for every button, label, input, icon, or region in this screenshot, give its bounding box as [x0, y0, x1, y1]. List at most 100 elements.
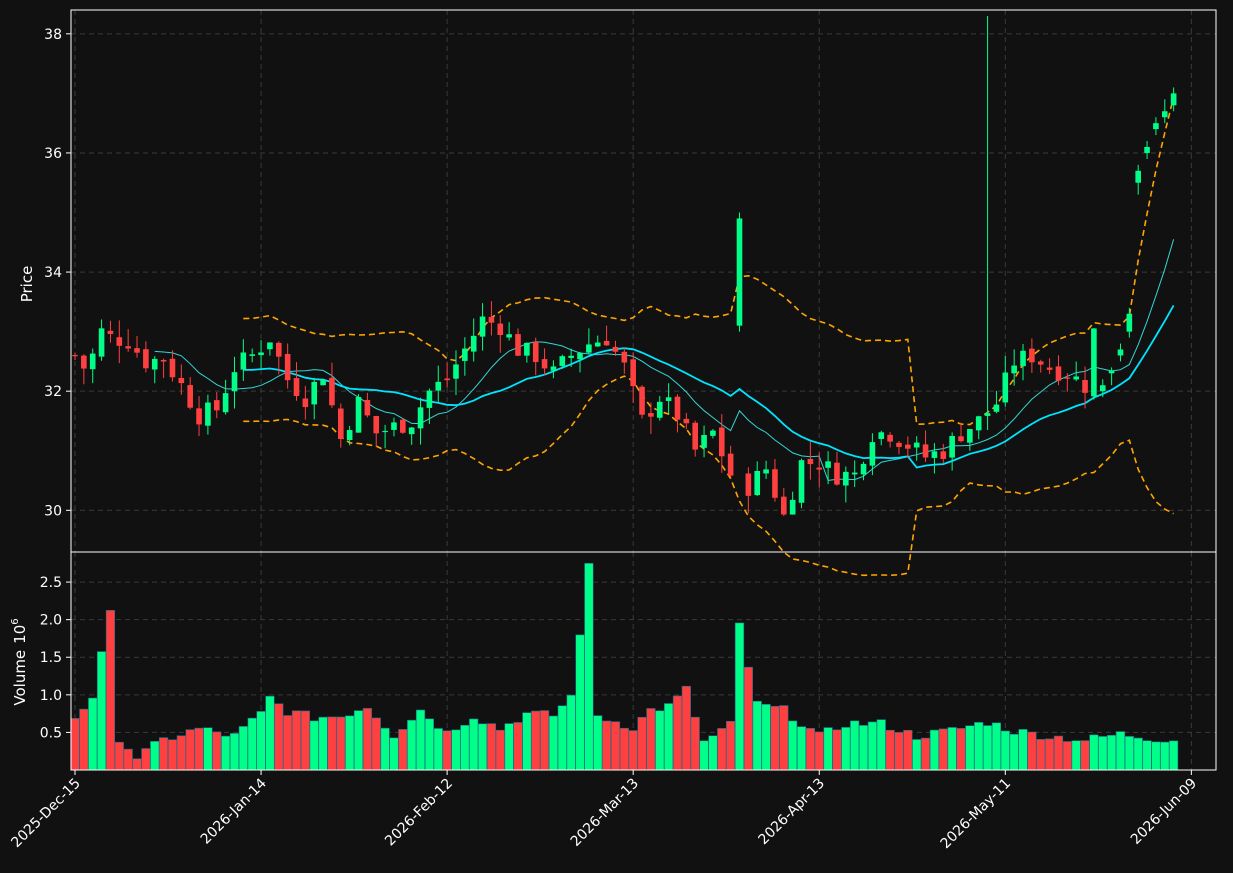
candle-body: [656, 401, 663, 418]
volume-bar: [504, 723, 514, 771]
volume-bar: [247, 717, 257, 771]
candle-body: [116, 337, 123, 346]
candle-body: [1046, 367, 1053, 370]
volume-bar: [690, 716, 700, 771]
candle-body: [417, 407, 424, 429]
volume-bar: [965, 725, 975, 771]
volume-bar: [203, 727, 213, 771]
volume-bar: [974, 722, 984, 771]
volume-bar: [823, 727, 833, 771]
candle-body: [1002, 372, 1009, 403]
volume-bar: [903, 729, 913, 771]
candle-body: [674, 396, 681, 420]
candle-body: [975, 416, 982, 431]
volume-bar: [1000, 730, 1010, 771]
candle-body: [789, 499, 796, 515]
candle-body: [382, 430, 388, 433]
volume-bar: [460, 724, 470, 771]
candle-body: [187, 385, 193, 408]
candle-body: [1126, 313, 1133, 332]
candle-body: [205, 402, 211, 426]
volume-bar: [424, 718, 435, 771]
volume-bar: [132, 758, 142, 771]
candle-body: [355, 397, 362, 433]
candle-body: [710, 430, 716, 436]
candle-body: [905, 444, 911, 449]
volume-bar: [1151, 741, 1161, 771]
candle-body: [515, 334, 521, 356]
candle-body: [586, 344, 592, 353]
candle-body: [275, 342, 282, 357]
volume-bar: [1107, 734, 1117, 771]
volume-bar: [185, 729, 195, 771]
candle-body: [240, 352, 247, 370]
volume-bar: [229, 733, 240, 771]
candle-body: [462, 348, 468, 361]
volume-bar: [105, 610, 116, 771]
candle-body: [1117, 349, 1124, 356]
volume-bar: [619, 727, 629, 771]
volume-bar: [1133, 737, 1143, 771]
volume-y-tick-label: 2.5: [40, 575, 62, 591]
candle-body: [940, 451, 947, 459]
volume-bar: [832, 729, 842, 771]
volume-bar: [123, 748, 133, 771]
volume-bar: [717, 728, 727, 771]
candle-body: [630, 359, 636, 387]
candle-body: [293, 378, 300, 397]
candle-body: [98, 328, 105, 357]
candle-body: [311, 381, 318, 405]
volume-bar: [539, 710, 550, 771]
candle-body: [577, 353, 583, 360]
candle-body: [524, 342, 530, 356]
candle-body: [931, 451, 938, 458]
price-y-tick-label: 32: [44, 384, 62, 400]
candle-body: [134, 348, 140, 353]
volume-bar: [779, 705, 789, 771]
volume-bar: [788, 720, 798, 771]
candle-body: [338, 408, 344, 439]
volume-bar: [1018, 729, 1028, 771]
candle-body: [665, 397, 672, 401]
volume-bar: [752, 700, 762, 771]
price-axis-label: Price: [18, 266, 36, 303]
volume-bar: [628, 730, 638, 771]
volume-bar: [699, 740, 709, 771]
volume-bar: [1045, 738, 1055, 771]
candle-body: [222, 393, 229, 413]
volume-bar: [1098, 736, 1108, 771]
candle-body: [470, 335, 477, 352]
volume-bar: [353, 710, 364, 771]
candle-body: [488, 316, 495, 323]
bollinger-lower-line: [243, 375, 1174, 577]
volume-bar: [96, 651, 107, 771]
volume-bar: [362, 708, 372, 771]
volume-bar: [451, 729, 461, 771]
candle-body: [1073, 376, 1079, 380]
volume-bar: [495, 729, 505, 771]
candle-body: [1144, 146, 1150, 153]
volume-bar: [1053, 735, 1064, 771]
candle-body: [1170, 93, 1177, 106]
volume-bar: [265, 695, 275, 771]
volume-bar: [531, 710, 541, 771]
volume-bar: [291, 710, 302, 771]
volume-bar: [274, 703, 284, 771]
volume-bar: [876, 719, 886, 771]
candle-body: [621, 351, 628, 363]
volume-bar: [327, 716, 337, 771]
volume-bar: [885, 729, 895, 771]
volume-y-tick-label: 0.5: [40, 725, 62, 741]
volume-bar: [141, 748, 151, 771]
volume-bar: [681, 685, 691, 771]
volume-bar: [1080, 740, 1090, 771]
volume-bar: [389, 737, 399, 771]
volume-bar: [1160, 741, 1170, 771]
volume-bar: [858, 725, 869, 771]
candle-body: [843, 471, 849, 486]
candle-body: [878, 432, 885, 439]
volume-bar: [850, 720, 860, 771]
bollinger-bands: [243, 96, 1175, 577]
candle-body: [178, 377, 185, 384]
